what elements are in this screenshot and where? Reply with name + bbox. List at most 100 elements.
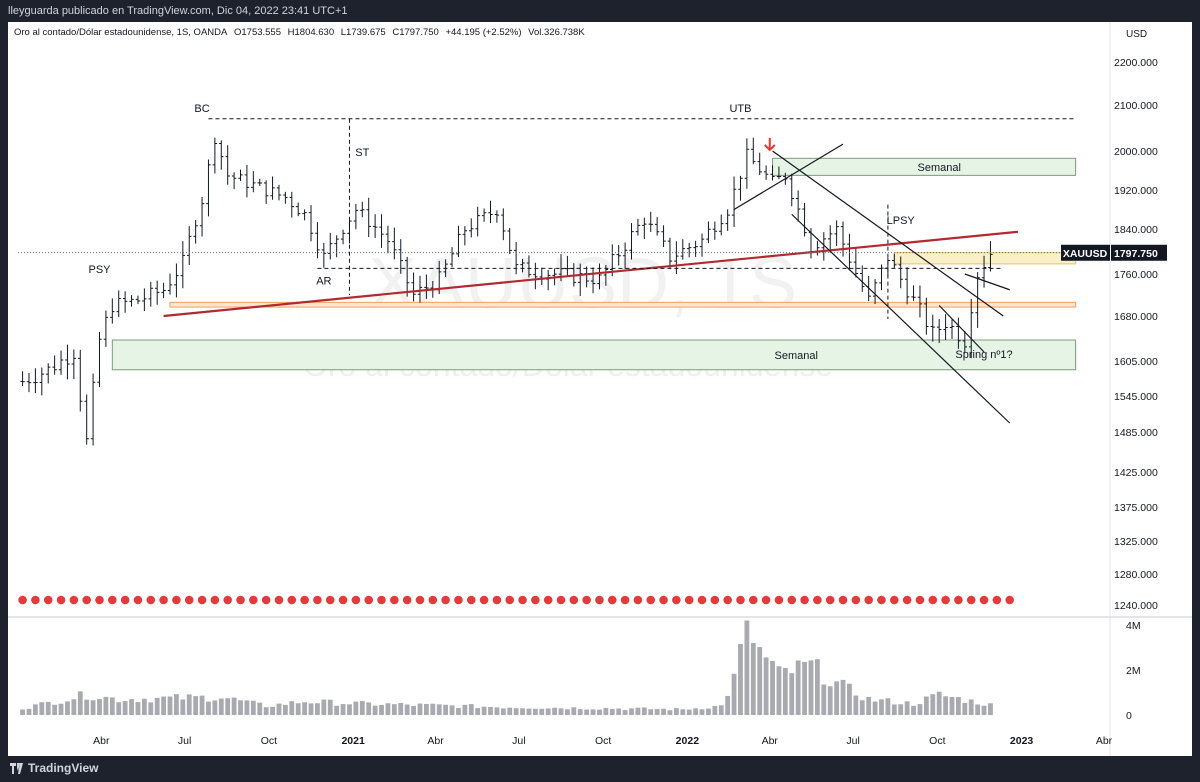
volume-bar bbox=[250, 700, 256, 715]
event-marker-icon bbox=[581, 595, 592, 605]
event-marker-icon bbox=[197, 595, 207, 605]
volume-bar bbox=[558, 708, 564, 715]
volume-bar bbox=[757, 647, 763, 715]
volume-bar bbox=[622, 709, 628, 715]
published-header: lleyguarda publicado en TradingView.com,… bbox=[0, 0, 1200, 22]
currency-label: USD bbox=[1126, 29, 1148, 40]
event-marker-icon bbox=[620, 595, 630, 605]
ohlc-bar bbox=[731, 176, 737, 227]
ohlc-bar bbox=[924, 297, 929, 335]
event-marker-icon bbox=[504, 595, 515, 605]
volume-bar bbox=[212, 700, 218, 715]
chart-background bbox=[8, 22, 1192, 756]
volume-bar bbox=[97, 699, 102, 715]
candles-layer bbox=[20, 137, 993, 446]
ohlc-bar bbox=[340, 229, 346, 245]
chart-canvas[interactable]: XAUUSD, 1S Oro al contado/Dólar estadouni… bbox=[8, 22, 1192, 756]
time-tick-label: Abr bbox=[93, 735, 110, 747]
ohlc-bar bbox=[738, 175, 743, 201]
event-marker-icon bbox=[697, 595, 707, 605]
symbol-name: Oro al contado/Dólar estadounidense, 1S,… bbox=[14, 27, 228, 38]
zones-layer: Semanal Semanal bbox=[111, 157, 1077, 371]
volume-bar bbox=[898, 704, 904, 715]
price-tick-label: 1760.000 bbox=[1114, 269, 1158, 281]
volume-bar bbox=[930, 694, 936, 715]
axes-layer: 2200.000 2100.000 2000.000 1920.000 1840.000… bbox=[93, 57, 1167, 747]
drawings-layer bbox=[18, 118, 1076, 424]
volume-bar bbox=[161, 696, 166, 715]
volume-tick-label: 0 bbox=[1126, 710, 1132, 722]
volume-bar bbox=[648, 709, 654, 715]
ohlc-bar bbox=[90, 373, 96, 446]
ohlc-bar bbox=[110, 298, 115, 324]
volume-bar bbox=[199, 695, 205, 715]
volume-bar bbox=[814, 659, 820, 715]
channel-bottom bbox=[791, 213, 1011, 424]
ohlc-bar bbox=[404, 256, 410, 297]
ohlc-bar bbox=[26, 372, 32, 393]
volume-bar bbox=[468, 704, 474, 715]
volume-bar bbox=[276, 703, 282, 715]
ohlc-bar bbox=[988, 241, 993, 272]
time-tick-label: Abr bbox=[1096, 735, 1113, 747]
last-price-tag bbox=[1111, 244, 1167, 261]
volume-bar bbox=[174, 694, 179, 715]
volume-bar bbox=[629, 708, 634, 715]
orange-support-band bbox=[169, 301, 1077, 308]
ohlc-bar bbox=[379, 214, 384, 248]
event-marker-icon bbox=[68, 595, 79, 605]
volume-bar bbox=[661, 708, 666, 715]
ohlc-bar bbox=[20, 371, 25, 386]
volume-bar bbox=[975, 704, 981, 715]
label-spring: Spring nº1? bbox=[955, 349, 1012, 361]
volume-bar bbox=[193, 696, 199, 715]
event-marker-icon bbox=[325, 595, 336, 605]
ohlc-bar bbox=[219, 140, 224, 170]
event-marker-icon bbox=[466, 595, 477, 605]
ohlc-open: O1753.555 bbox=[233, 27, 281, 38]
ohlc-bar bbox=[526, 255, 532, 278]
price-tick-label: 1545.000 bbox=[1114, 391, 1158, 403]
event-marker-icon bbox=[825, 595, 836, 605]
ohlc-bar bbox=[321, 242, 327, 268]
volume-bar bbox=[725, 695, 731, 715]
event-marker-icon bbox=[812, 595, 823, 605]
event-marker-icon bbox=[350, 595, 361, 605]
volume-bar bbox=[218, 698, 224, 715]
volume-bar bbox=[206, 701, 211, 715]
volume-bar bbox=[923, 696, 929, 715]
volume-bar bbox=[904, 701, 910, 715]
ohlc-bar bbox=[981, 255, 987, 288]
volume-bar bbox=[680, 709, 686, 715]
volume-bar bbox=[526, 708, 532, 715]
volume-bar bbox=[789, 673, 795, 715]
ohlc-bar bbox=[328, 232, 333, 260]
volume-bar bbox=[347, 704, 352, 715]
time-tick-label: Oct bbox=[929, 735, 945, 747]
volume-bar bbox=[943, 696, 948, 715]
ohlc-bar bbox=[263, 180, 269, 204]
volume-bar bbox=[32, 704, 38, 715]
ohlc-bar bbox=[238, 169, 243, 181]
event-marker-icon bbox=[107, 595, 118, 605]
ohlc-bar bbox=[58, 350, 64, 375]
volume-bar bbox=[398, 702, 404, 715]
event-marker-icon bbox=[786, 595, 797, 605]
ohlc-bar bbox=[494, 210, 500, 223]
ohlc-bar bbox=[424, 274, 429, 299]
event-marker-icon bbox=[966, 595, 977, 605]
price-tick-label: 1280.000 bbox=[1114, 569, 1158, 581]
ohlc-bar bbox=[360, 201, 365, 218]
ohlc-bar bbox=[590, 267, 596, 294]
volume-bar bbox=[936, 691, 942, 715]
ohlc-bar bbox=[501, 208, 506, 241]
volume-bar bbox=[891, 704, 897, 715]
ohlc-bar bbox=[180, 241, 186, 289]
zone_bottom-label: Semanal bbox=[775, 350, 818, 362]
event-marker-icon bbox=[94, 595, 105, 605]
chart-area[interactable]: XAUUSD, 1S Oro al contado/Dólar estadouni… bbox=[8, 22, 1192, 756]
volume-bar bbox=[770, 660, 775, 715]
ohlc-bar bbox=[520, 258, 525, 273]
volume-bar bbox=[289, 701, 295, 715]
volume-bar bbox=[238, 700, 243, 715]
